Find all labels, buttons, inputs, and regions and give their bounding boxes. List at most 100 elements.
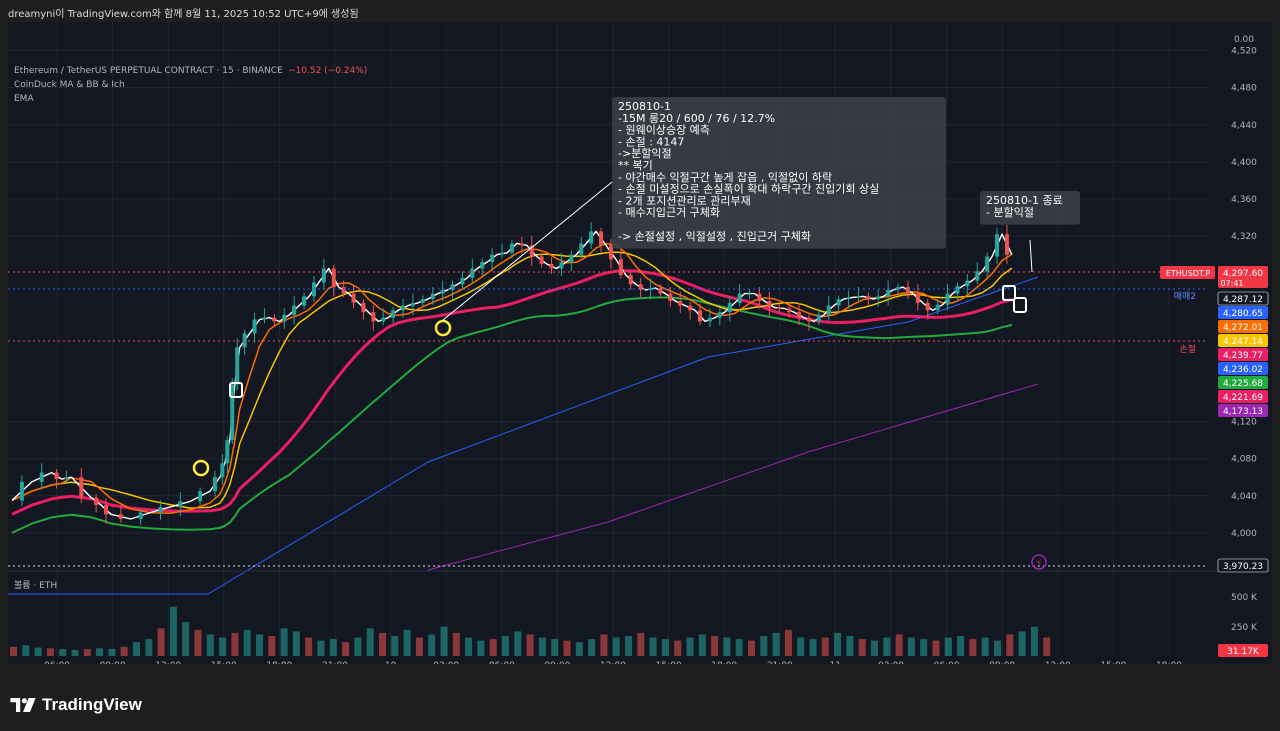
volume-bar: [194, 629, 202, 656]
candle-body: [220, 463, 225, 478]
exit-marker-square: [1013, 297, 1027, 313]
candle-body: [589, 231, 594, 244]
candle-body: [519, 243, 524, 246]
candle-body: [39, 472, 44, 482]
candle-body: [896, 287, 901, 290]
candle-body: [787, 308, 792, 313]
y-tick-label: 4,040: [1231, 492, 1257, 502]
volume-bar: [366, 628, 374, 656]
candle-body: [94, 497, 99, 506]
volume-bar: [1006, 634, 1014, 656]
x-tick-label: 21:00: [322, 661, 348, 664]
price-tag-value: 4,221.69: [1223, 393, 1263, 403]
x-tick-label: 15:00: [656, 661, 682, 664]
price-tag-badge: [1217, 558, 1269, 573]
volume-bar: [674, 640, 682, 656]
price-tag-badge: [1218, 404, 1268, 417]
candle-body: [777, 307, 782, 309]
candle-body: [420, 299, 425, 303]
volume-bar: [46, 648, 54, 656]
price-tag-value: 4,287.12: [1223, 295, 1263, 305]
candle-body: [351, 293, 356, 303]
volume-bar: [206, 634, 214, 656]
x-tick-label: 06:00: [934, 661, 960, 664]
symbol-tag-badge: [1160, 266, 1215, 279]
volume-bar: [145, 639, 153, 656]
ema-line-pink: [11, 269, 1013, 516]
volume-bar: [514, 631, 522, 656]
x-tick-label: 11: [830, 661, 841, 664]
y-tick-label: 4,360: [1231, 195, 1257, 205]
candle-body: [757, 293, 762, 301]
price-chart[interactable]: 매매2 손절 250810-1-15M 롱20 / 600 / 76 / 12.7%…: [8, 22, 1272, 664]
price-tag-value: 4,173.13: [1223, 407, 1263, 417]
lightning-event-icon: [1031, 554, 1047, 570]
candle-body: [410, 302, 415, 306]
volume-bar: [391, 636, 399, 656]
y-tick-label: 4,120: [1231, 418, 1257, 428]
candle-body: [54, 472, 59, 480]
volume-bar: [871, 640, 878, 656]
candle-body: [549, 263, 554, 269]
x-tick-label: 15:00: [211, 661, 237, 664]
buy2-line-label: 매매2: [1174, 291, 1196, 302]
candle-body: [806, 317, 811, 322]
volume-bar: [846, 636, 854, 656]
candle-body: [450, 284, 455, 290]
candle-body: [698, 310, 703, 322]
volume-bar: [22, 645, 30, 656]
candle-body: [836, 299, 841, 306]
x-tick-label: 03:00: [878, 661, 904, 664]
annotation-note-2-box: [980, 191, 1080, 225]
volume-bar: [920, 639, 928, 656]
volume-bar: [760, 636, 768, 656]
candle-body: [212, 477, 217, 492]
volume-bar: [342, 642, 350, 656]
legend-indicator-2: EMA: [14, 94, 34, 104]
volume-bar: [71, 649, 79, 656]
volume-bar: [797, 637, 805, 656]
candle-body: [618, 259, 623, 276]
candle-body: [539, 256, 544, 264]
tradingview-logo-icon: [10, 698, 36, 712]
volume-bar: [1018, 631, 1026, 656]
x-tick-label: 18:00: [266, 661, 292, 664]
volume-pane-label: 볼륨 · ETH: [14, 580, 57, 591]
candle-body: [816, 314, 821, 322]
candle-body: [797, 312, 802, 318]
volume-bar: [858, 639, 866, 656]
lightning-glyph: ⚡: [1036, 559, 1042, 569]
volume-bar: [686, 637, 694, 656]
candle-body: [282, 314, 287, 322]
volume-bar: [329, 639, 337, 656]
candle-body: [230, 384, 235, 441]
volume-bar: [772, 632, 780, 656]
annotation-leader-line-2: [1029, 239, 1033, 273]
candle-body: [638, 284, 643, 290]
candle-body: [470, 268, 475, 278]
price-tag-badge: [1218, 644, 1268, 657]
candle-body: [737, 293, 742, 303]
candle-body: [500, 252, 505, 255]
x-tick-label: 09:00: [544, 661, 570, 664]
candle-body: [341, 287, 346, 294]
y-tick-label: 4,080: [1231, 455, 1257, 465]
x-tick-label: 09:00: [989, 661, 1015, 664]
candle-body: [79, 477, 84, 498]
volume-bar: [625, 636, 632, 656]
ema-line-orange: [11, 242, 1013, 514]
candle-body: [331, 268, 336, 288]
volume-bar: [944, 637, 952, 656]
candle-body: [529, 245, 534, 257]
annotation-note-1-line: - 손절 : 4147: [618, 135, 684, 148]
x-tick-label: 03:00: [433, 661, 459, 664]
volume-bar: [292, 631, 300, 656]
annotation-note-1-line: - 매수지입근거 구체화: [618, 206, 720, 219]
candle-body: [569, 254, 574, 263]
volume-bar: [526, 634, 534, 656]
candle-body: [242, 333, 247, 348]
candle-body: [668, 293, 673, 301]
candle-body: [381, 317, 386, 322]
candle-body: [490, 254, 495, 263]
volume-bar: [1030, 626, 1038, 656]
